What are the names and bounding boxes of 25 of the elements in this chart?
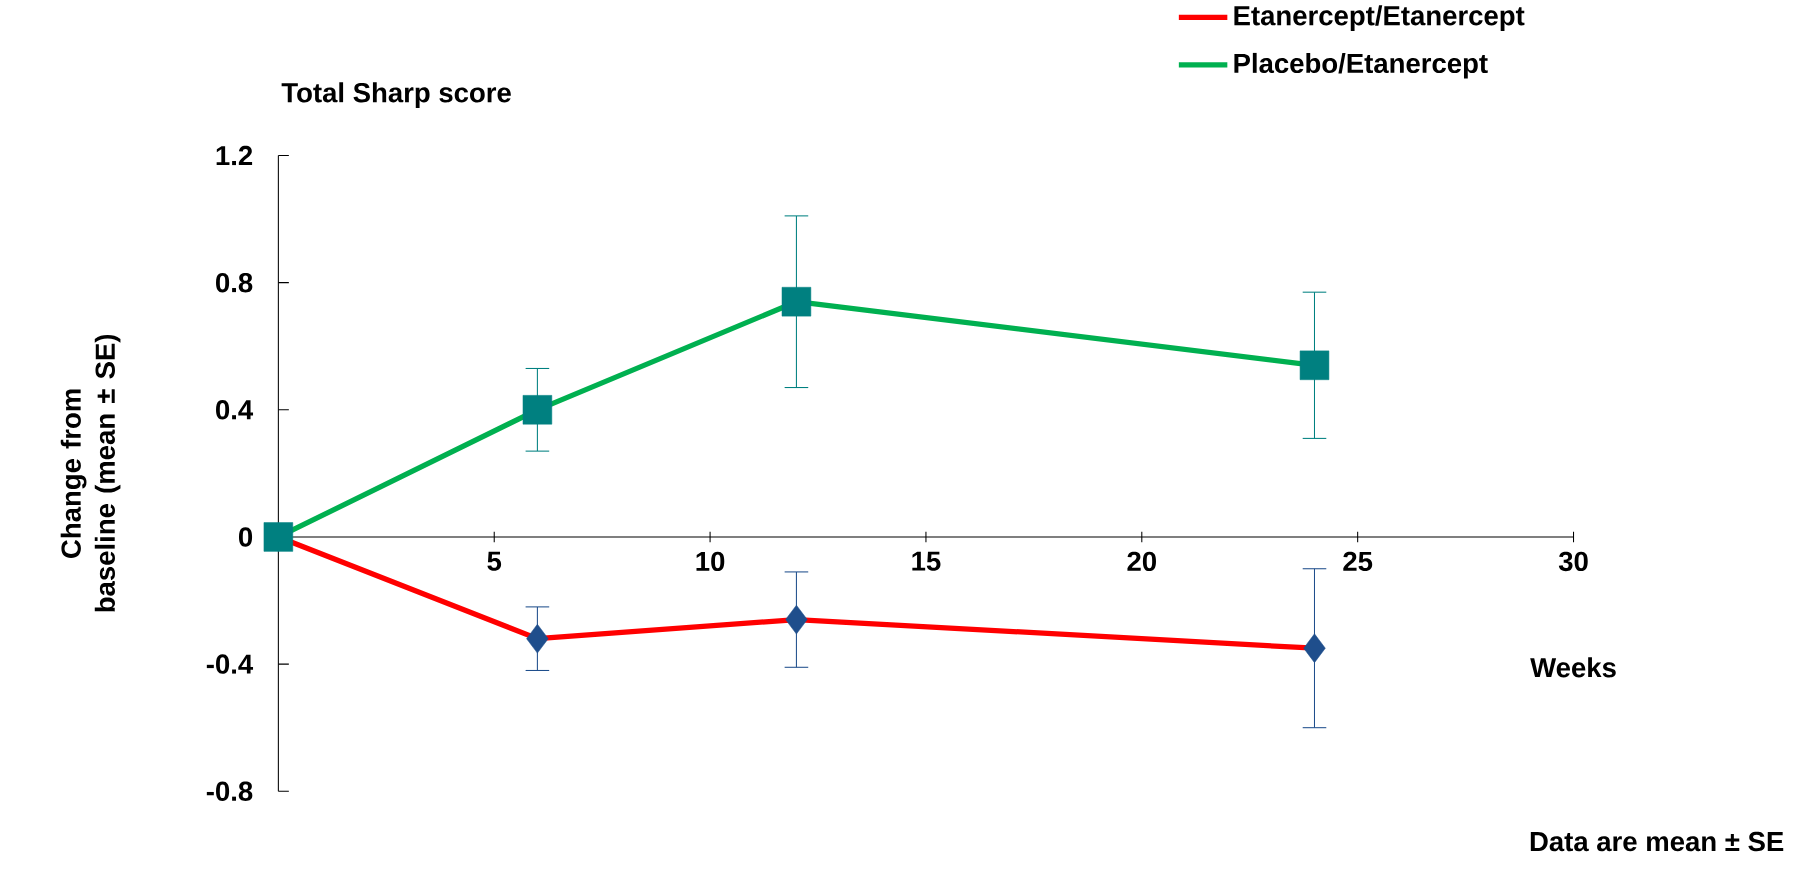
x-tick-label: 30 [1558, 551, 1588, 572]
x-tick-label: 20 [1127, 551, 1156, 572]
point [781, 287, 812, 317]
point [1299, 350, 1330, 381]
legend-label: Placebo/Etanercept [1234, 53, 1488, 79]
y-tick-label: 0.4 [216, 400, 254, 420]
point [1303, 633, 1326, 664]
x-tick-label: 10 [696, 551, 725, 572]
x-tick-label: 5 [487, 551, 502, 572]
y-tick-label: 0.8 [216, 273, 253, 293]
point [522, 395, 553, 425]
y-axis-title: Change from baseline (mean ± SE) [60, 335, 121, 612]
legend-label: Etanercept/Etanercept [1234, 5, 1525, 32]
y-tick-label: 1.2 [216, 146, 253, 166]
y-tick-label: -0.4 [206, 654, 254, 675]
point [263, 522, 294, 552]
chart-title: Total Sharp score [281, 82, 511, 109]
x-tick-label: 25 [1343, 551, 1373, 572]
point [526, 624, 549, 654]
x-tick-label: 15 [912, 551, 941, 572]
y-tick-label: -0.8 [206, 781, 253, 802]
point [785, 605, 808, 635]
x-axis-title: Weeks [1530, 657, 1616, 678]
y-tick-label: 0 [238, 527, 253, 547]
text: Data are mean ± SE [1530, 832, 1784, 852]
